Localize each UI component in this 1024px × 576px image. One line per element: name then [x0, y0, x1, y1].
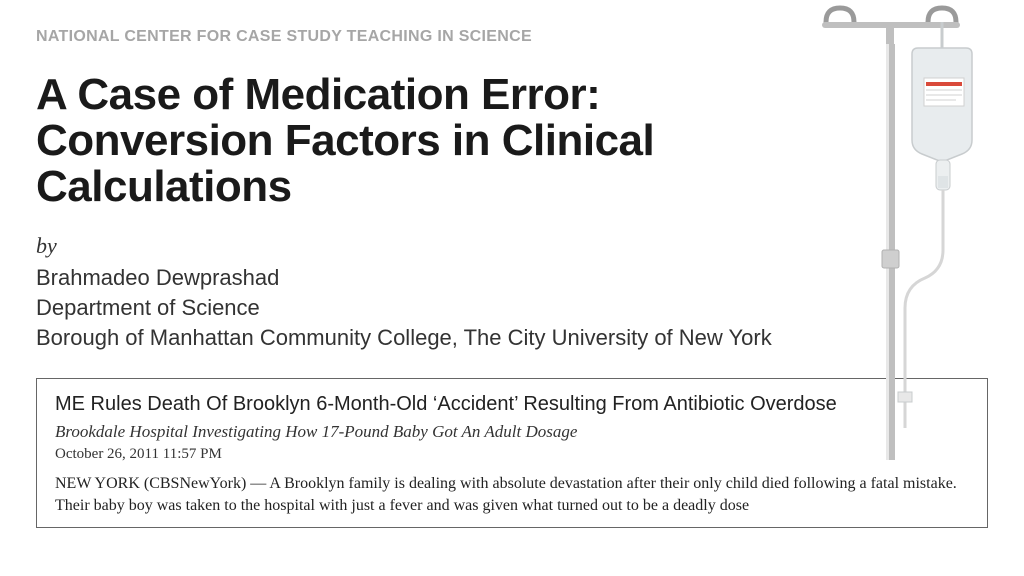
article-headline: ME Rules Death Of Brooklyn 6-Month-Old ‘…	[55, 393, 969, 416]
case-title: A Case of Medication Error: Conversion F…	[36, 72, 776, 209]
case-study-page: NATIONAL CENTER FOR CASE STUDY TEACHING …	[0, 0, 1024, 528]
article-body: NEW YORK (CBSNewYork) — A Brooklyn famil…	[55, 473, 969, 516]
department: Department of Science	[36, 293, 988, 323]
author-name: Brahmadeo Dewprashad	[36, 263, 988, 293]
affiliation: Borough of Manhattan Community College, …	[36, 323, 988, 353]
news-article-box: ME Rules Death Of Brooklyn 6-Month-Old ‘…	[36, 378, 988, 527]
article-date: October 26, 2011 11:57 PM	[55, 446, 969, 463]
by-label: by	[36, 233, 988, 259]
organization-name: NATIONAL CENTER FOR CASE STUDY TEACHING …	[36, 28, 988, 46]
article-subhead: Brookdale Hospital Investigating How 17-…	[55, 422, 969, 442]
